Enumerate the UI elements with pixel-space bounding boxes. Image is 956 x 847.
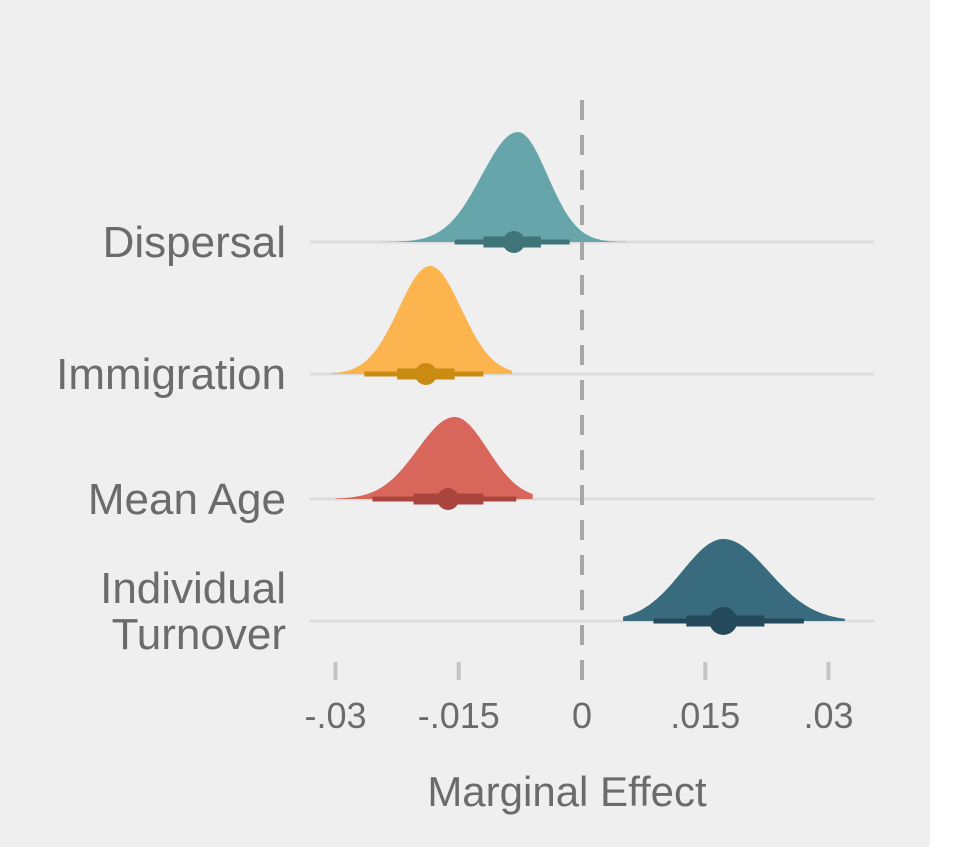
category-label: Dispersal	[103, 218, 286, 267]
x-tick-label: 0	[572, 695, 592, 736]
category-labels: Dispersal Immigration Mean Age IndividualTu…	[56, 218, 286, 659]
x-tick-label: -.03	[304, 695, 366, 736]
chart: Dispersal Immigration Mean Age IndividualTu…	[56, 100, 874, 815]
point-estimate	[414, 363, 437, 385]
density-immigration	[331, 266, 513, 374]
interval-layer	[364, 231, 804, 635]
x-axis-ticks: -.03 -.015 0 .015 .03	[304, 662, 854, 736]
x-tick-label: .03	[803, 695, 853, 736]
x-tick-label: -.015	[418, 695, 500, 736]
category-label: Immigration	[56, 350, 286, 399]
x-axis-title: Marginal Effect	[427, 768, 707, 815]
category-label: Turnover	[112, 610, 286, 659]
chart-panel: Dispersal Immigration Mean Age Individual Tu…	[0, 0, 930, 847]
density-mean-age	[335, 417, 533, 499]
gridlines	[310, 240, 874, 623]
category-label: Mean Age	[88, 475, 286, 524]
point-estimate	[437, 488, 460, 510]
point-estimate	[502, 231, 525, 253]
density-individual-turnover	[623, 539, 845, 621]
density-dispersal	[380, 132, 628, 242]
x-tick-label: .015	[670, 695, 740, 736]
category-label: Individual	[100, 564, 286, 613]
density-layer	[331, 132, 845, 621]
point-estimate	[709, 607, 738, 635]
